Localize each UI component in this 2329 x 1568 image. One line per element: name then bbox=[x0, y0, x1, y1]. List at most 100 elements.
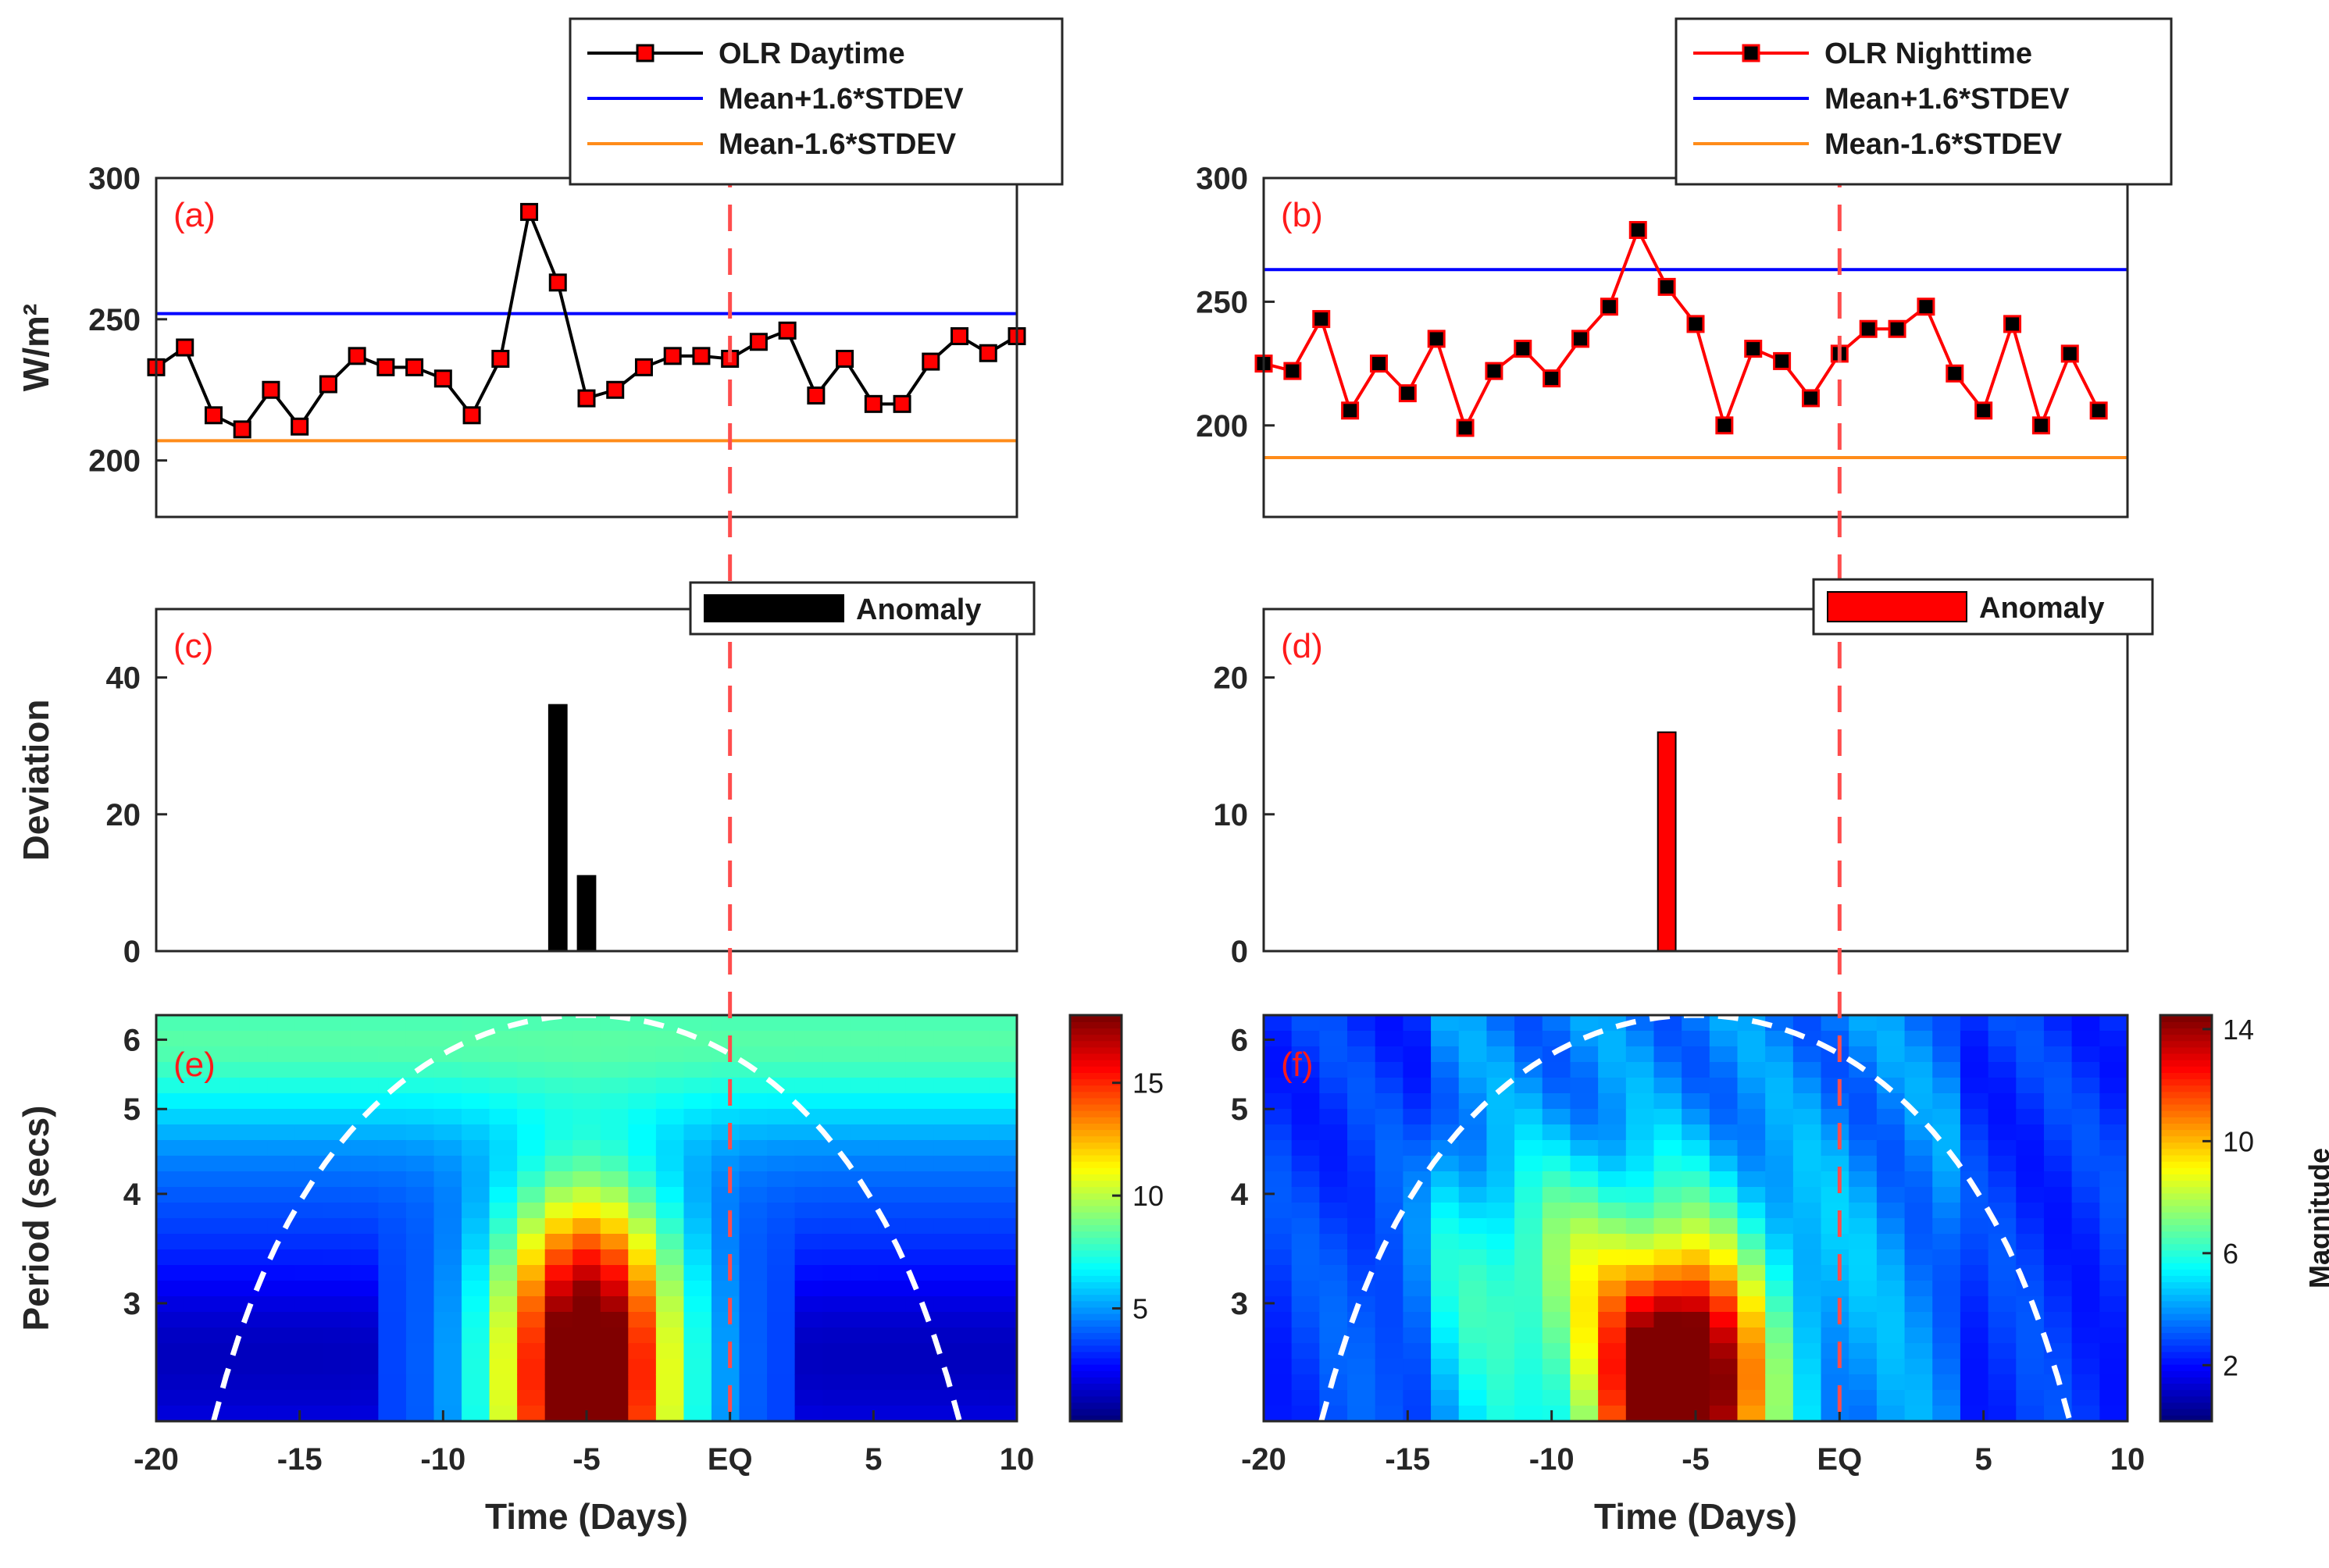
heatmap-cell bbox=[989, 1327, 1018, 1344]
heatmap-cell bbox=[350, 1156, 379, 1172]
colorbar-segment bbox=[1070, 1306, 1122, 1314]
heatmap-cell bbox=[1570, 1203, 1599, 1219]
heatmap-cell bbox=[433, 1109, 462, 1125]
heatmap-cell bbox=[1542, 1124, 1571, 1141]
heatmap-cell bbox=[989, 1218, 1018, 1235]
heatmap-cell bbox=[572, 1234, 601, 1250]
heatmap-cell bbox=[1375, 1390, 1403, 1406]
colorbar-segment bbox=[2160, 1231, 2212, 1238]
x-tick-label: 10 bbox=[2110, 1442, 2145, 1477]
heatmap-cell bbox=[905, 1249, 934, 1266]
heatmap-cell bbox=[350, 1312, 379, 1328]
heatmap-cell bbox=[1458, 1187, 1488, 1203]
heatmap-cell bbox=[822, 1343, 851, 1360]
heatmap-cell bbox=[1570, 1406, 1599, 1422]
heatmap-cell bbox=[1932, 1374, 1961, 1391]
heatmap-cell bbox=[1709, 1171, 1739, 1188]
heatmap-cell bbox=[1347, 1093, 1376, 1110]
colorbar-segment bbox=[2160, 1097, 2212, 1105]
heatmap-cell bbox=[739, 1312, 768, 1328]
heatmap-cell bbox=[156, 1171, 185, 1188]
heatmap-cell bbox=[850, 1281, 879, 1297]
heatmap-cell bbox=[489, 1327, 518, 1344]
heatmap-cell bbox=[1792, 1203, 1822, 1219]
heatmap-cell bbox=[711, 1171, 740, 1188]
heatmap-cell bbox=[1849, 1296, 1878, 1313]
legend-label: Mean-1.6*STDEV bbox=[719, 128, 957, 161]
heatmap-cell bbox=[1988, 1187, 2017, 1203]
heatmap-cell bbox=[878, 1156, 907, 1172]
heatmap-cell bbox=[489, 1234, 518, 1250]
heatmap-cell bbox=[1403, 1046, 1432, 1063]
heatmap-cell bbox=[989, 1031, 1018, 1047]
heatmap-cell bbox=[905, 1234, 934, 1250]
heatmap-cell bbox=[1792, 1171, 1822, 1188]
heatmap-cell bbox=[2099, 1249, 2128, 1266]
heatmap-cell bbox=[572, 1187, 601, 1203]
heatmap-cell bbox=[1347, 1031, 1376, 1047]
heatmap-cell bbox=[1709, 1281, 1739, 1297]
heatmap-cell bbox=[405, 1327, 435, 1344]
heatmap-cell bbox=[600, 1078, 629, 1094]
heatmap-cell bbox=[1319, 1140, 1348, 1156]
heatmap-cell bbox=[1264, 1187, 1293, 1203]
heatmap-cell bbox=[1849, 1406, 1878, 1422]
heatmap-cell bbox=[1737, 1249, 1766, 1266]
heatmap-cell bbox=[462, 1109, 490, 1125]
heatmap-cell bbox=[544, 1296, 573, 1313]
heatmap-cell bbox=[1403, 1374, 1432, 1391]
heatmap-cell bbox=[405, 1031, 435, 1047]
heatmap-cell bbox=[378, 1312, 407, 1328]
heatmap-cell bbox=[2099, 1187, 2128, 1203]
heatmap-cell bbox=[239, 1359, 268, 1375]
heatmap-cell bbox=[1765, 1406, 1794, 1422]
heatmap-cell bbox=[156, 1031, 185, 1047]
axes-frame-d bbox=[1262, 608, 2129, 953]
heatmap-cell bbox=[850, 1203, 879, 1219]
heatmap-cell bbox=[2099, 1312, 2128, 1328]
heatmap-cell bbox=[1904, 1327, 1933, 1344]
colorbar-segment bbox=[2160, 1110, 2212, 1117]
heatmap-cell bbox=[1375, 1046, 1403, 1063]
heatmap-cell bbox=[517, 1140, 546, 1156]
heatmap-cell bbox=[184, 1374, 212, 1391]
heatmap-cell bbox=[850, 1015, 879, 1032]
colorbar-segment bbox=[1070, 1040, 1122, 1048]
heatmap-cell bbox=[850, 1156, 879, 1172]
heatmap-cell bbox=[572, 1203, 601, 1219]
heatmap-cell bbox=[1570, 1078, 1599, 1094]
heatmap-cell bbox=[878, 1343, 907, 1360]
heatmap-cell bbox=[1653, 1265, 1682, 1281]
heatmap-cell bbox=[933, 1234, 962, 1250]
heatmap-cell bbox=[655, 1078, 685, 1094]
heatmap-cell bbox=[850, 1390, 879, 1406]
heatmap-cell bbox=[767, 1343, 796, 1360]
heatmap-cell bbox=[2016, 1140, 2045, 1156]
heatmap-cell bbox=[1849, 1093, 1878, 1110]
heatmap-cell bbox=[184, 1249, 212, 1266]
heatmap-cell bbox=[1792, 1359, 1822, 1375]
heatmap-cell bbox=[517, 1281, 546, 1297]
heatmap-cell bbox=[1542, 1281, 1571, 1297]
heatmap-cell bbox=[933, 1187, 962, 1203]
heatmap-cell bbox=[878, 1140, 907, 1156]
colorbar-segment bbox=[2160, 1160, 2212, 1168]
heatmap-cell bbox=[1876, 1249, 1906, 1266]
heatmap-cell bbox=[1375, 1281, 1403, 1297]
heatmap-cell bbox=[350, 1296, 379, 1313]
heatmap-cell bbox=[184, 1234, 212, 1250]
heatmap-cell bbox=[850, 1234, 879, 1250]
heatmap-cell bbox=[1737, 1140, 1766, 1156]
heatmap-cell bbox=[1514, 1140, 1543, 1156]
heatmap-cell bbox=[1792, 1390, 1822, 1406]
heatmap-cell bbox=[212, 1046, 241, 1063]
heatmap-cell bbox=[711, 1374, 740, 1391]
heatmap-cell bbox=[1960, 1062, 1989, 1078]
heatmap-cell bbox=[1988, 1109, 2017, 1125]
heatmap-cell bbox=[1570, 1374, 1599, 1391]
colorbar-segment bbox=[1070, 1249, 1122, 1257]
heatmap-cell bbox=[1347, 1406, 1376, 1422]
heatmap-cell bbox=[517, 1312, 546, 1328]
data-point bbox=[807, 386, 826, 404]
heatmap-cell bbox=[767, 1124, 796, 1141]
